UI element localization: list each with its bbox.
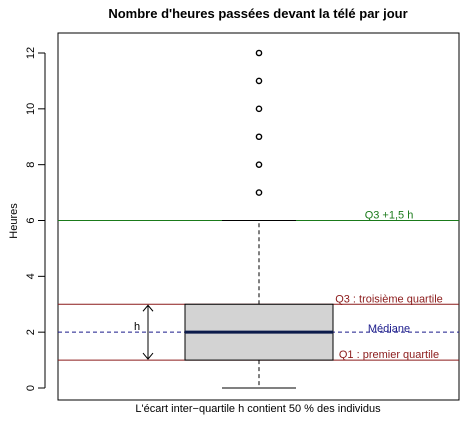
y-tick-label-2: 2 bbox=[25, 329, 37, 335]
outlier-point-2 bbox=[255, 133, 263, 141]
iqr-annotation: h bbox=[134, 304, 154, 360]
boxplot bbox=[184, 220, 334, 389]
chart-title: Nombre d'heures passées devant la télé p… bbox=[108, 6, 407, 21]
reference-line-label-0: Q3 +1,5 h bbox=[365, 210, 414, 222]
x-axis-label: L'écart inter−quartile h contient 50 % d… bbox=[135, 403, 381, 415]
plot-frame bbox=[57, 32, 460, 401]
reference-line-label-1: Q3 : troisième quartile bbox=[335, 293, 443, 305]
y-axis: 0 2 4 6 8 10 12 bbox=[25, 47, 46, 391]
reference-line-label-3: Q1 : premier quartile bbox=[339, 349, 439, 361]
y-axis-label: Heures bbox=[8, 203, 20, 239]
y-tick-label-0: 0 bbox=[25, 385, 37, 391]
y-tick-label-10: 10 bbox=[25, 103, 37, 115]
y-tick-label-12: 12 bbox=[25, 47, 37, 59]
iqr-arrow-head-bottom bbox=[142, 352, 154, 360]
iqr-arrow-head-top bbox=[142, 304, 154, 312]
outlier-point-5 bbox=[255, 49, 263, 57]
y-tick-label-4: 4 bbox=[25, 273, 37, 279]
reference-lines: Q3 +1,5 h Q3 : troisième quartile Médiane Q… bbox=[58, 210, 459, 361]
y-tick-label-6: 6 bbox=[25, 217, 37, 223]
outliers bbox=[255, 49, 263, 196]
iqr-label: h bbox=[134, 321, 140, 333]
outlier-point-1 bbox=[255, 161, 263, 168]
outlier-point-0 bbox=[255, 189, 263, 196]
y-tick-label-8: 8 bbox=[25, 162, 37, 168]
reference-line-label-2: Médiane bbox=[368, 323, 410, 335]
outlier-point-3 bbox=[255, 105, 263, 113]
outlier-point-4 bbox=[255, 77, 263, 85]
